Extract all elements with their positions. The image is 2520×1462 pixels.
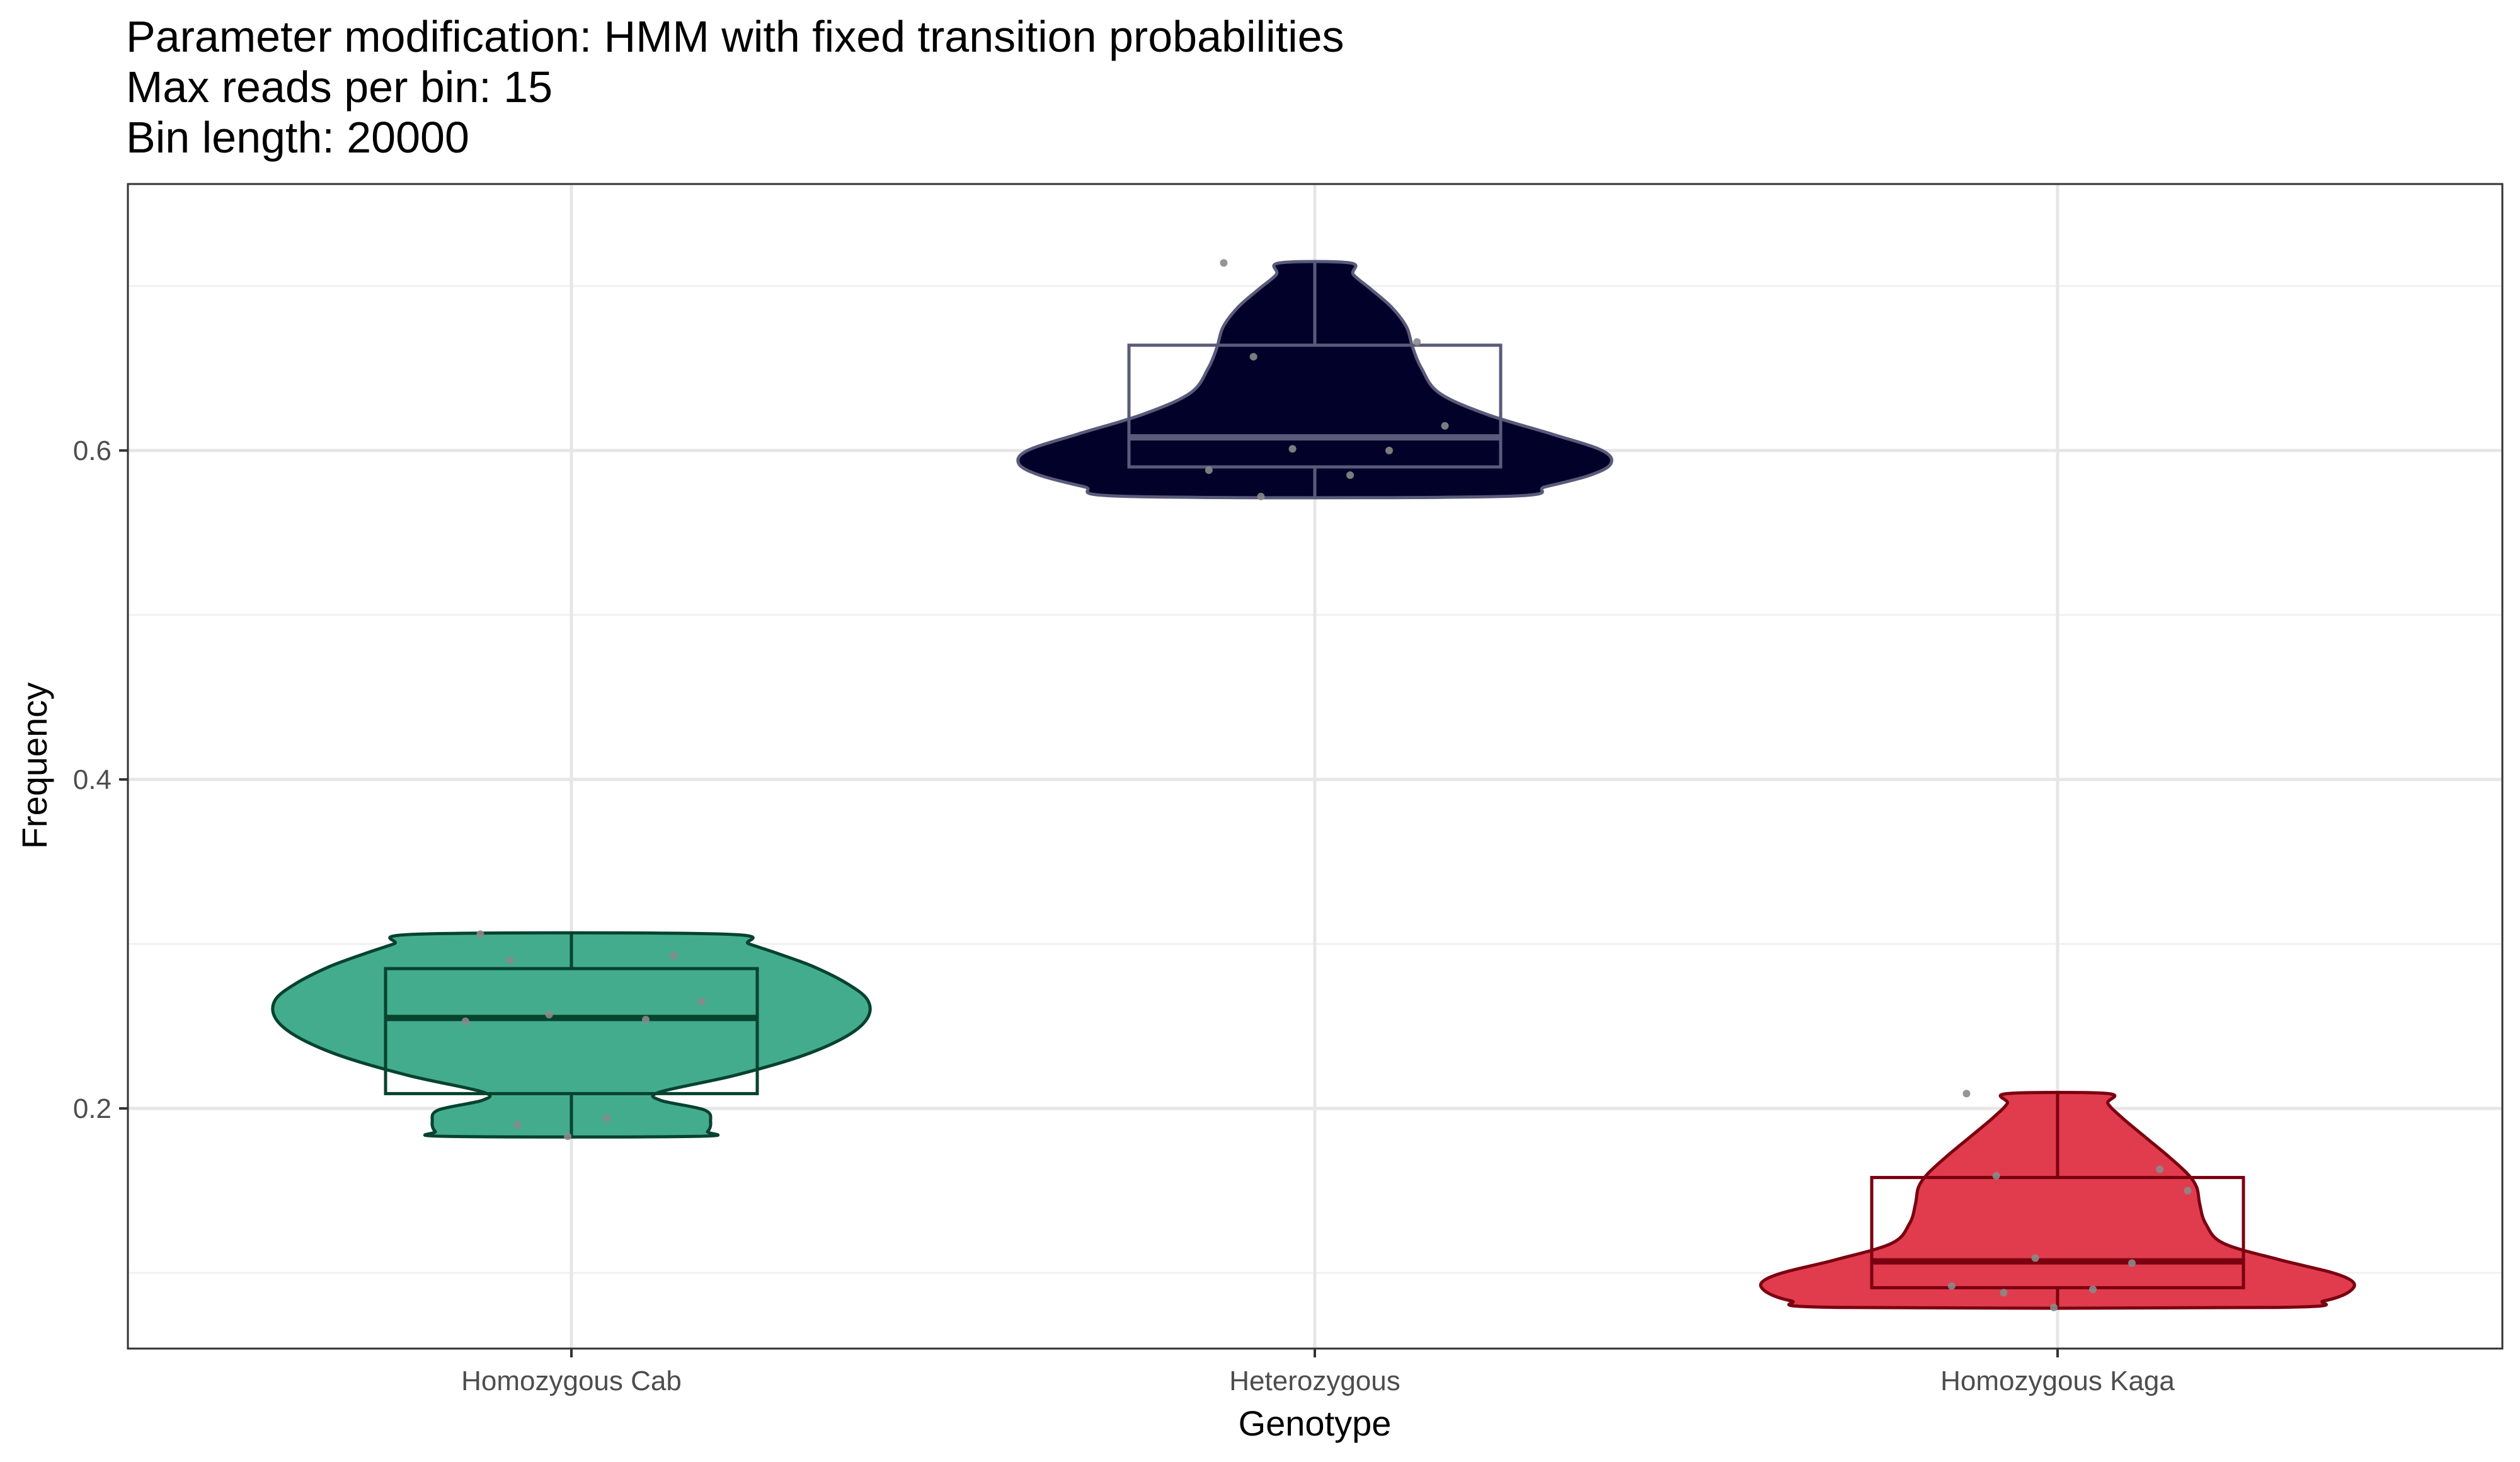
data-point [476, 930, 484, 938]
y-tick-label: 0.4 [73, 764, 112, 795]
data-point [1220, 259, 1228, 267]
data-point [1992, 1171, 2000, 1180]
violins [271, 259, 2356, 1311]
data-point [2000, 1289, 2008, 1297]
data-point [642, 1015, 650, 1023]
data-point [2050, 1303, 2058, 1311]
data-point [2089, 1286, 2097, 1294]
box-iqr [1127, 343, 1503, 469]
violin-group [1759, 1090, 2356, 1311]
box-iqr [384, 967, 759, 1095]
x-tick-label: Homozygous Cab [461, 1366, 682, 1396]
data-point [2128, 1259, 2136, 1267]
violin-group [271, 930, 872, 1141]
data-point [1288, 445, 1297, 453]
data-point [513, 1121, 522, 1129]
data-point [670, 952, 678, 960]
x-axis-title: Genotype [1239, 1403, 1392, 1443]
data-point [1257, 492, 1265, 500]
data-point [1962, 1090, 1971, 1098]
title-line-1: Parameter modification: HMM with fixed t… [126, 12, 1344, 61]
y-axis-title: Frequency [14, 682, 54, 849]
x-tick-label: Heterozygous [1229, 1366, 1400, 1396]
data-point [2156, 1165, 2164, 1173]
data-point [564, 1132, 572, 1141]
y-tick-label: 0.6 [73, 435, 112, 466]
data-point [1346, 471, 1354, 479]
x-tick-label: Homozygous Kaga [1940, 1366, 2175, 1396]
title-line-3: Bin length: 20000 [126, 113, 469, 162]
data-point [1413, 338, 1421, 346]
data-point [461, 1017, 469, 1025]
box-iqr [1870, 1176, 2245, 1289]
y-tick-label: 0.2 [73, 1093, 112, 1124]
data-point [1205, 466, 1213, 475]
violin-shape [1759, 1090, 2356, 1310]
data-point [545, 1011, 553, 1019]
data-point [2031, 1254, 2039, 1262]
data-point [506, 957, 514, 964]
violin-shape [271, 931, 872, 1139]
data-point [1249, 353, 1257, 361]
title-line-2: Max reads per bin: 15 [126, 62, 553, 112]
violin-group [1016, 259, 1613, 500]
data-point [1385, 446, 1393, 454]
data-point [1441, 422, 1449, 430]
data-point [1947, 1282, 1956, 1290]
data-point [2184, 1187, 2192, 1195]
data-point [603, 1114, 611, 1122]
axes: 0.2 0.4 0.6 Homozygous Cab Heterozygous Homoz… [73, 435, 2175, 1396]
data-point [697, 998, 706, 1006]
chart-title: Parameter modification: HMM with fixed t… [126, 11, 1344, 163]
